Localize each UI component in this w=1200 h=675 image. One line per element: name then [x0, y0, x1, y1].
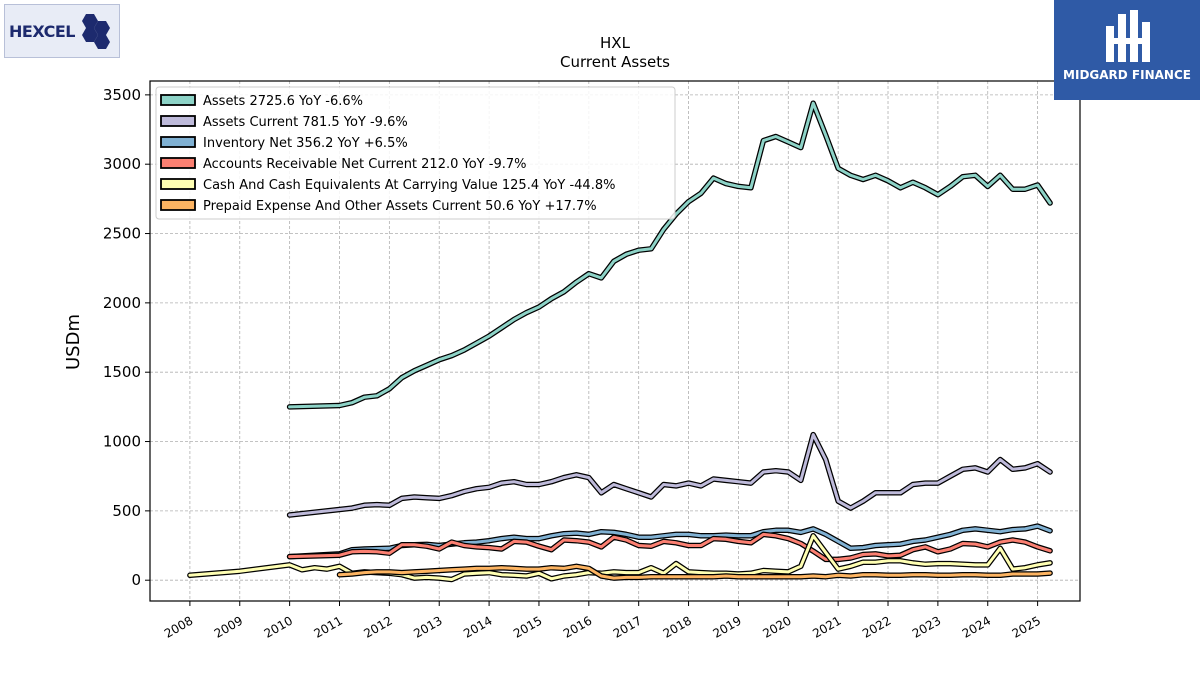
midgard-finance-logo: MIDGARD FINANCE [1054, 0, 1200, 100]
chart-subtitle: Current Assets [560, 53, 670, 71]
legend-swatch-2 [160, 136, 196, 148]
x-tick-label: 2020 [760, 613, 793, 640]
legend-swatch-1 [160, 115, 196, 127]
y-tick-label: 3000 [103, 155, 141, 173]
x-tick-label: 2013 [411, 613, 444, 640]
x-tick-label: 2019 [710, 613, 743, 640]
legend-label-5: Prepaid Expense And Other Assets Current… [203, 199, 597, 214]
legend-swatch-0 [160, 94, 196, 106]
x-tick-label: 2010 [262, 613, 295, 640]
series-line-5 [338, 564, 1052, 580]
hexagon-cluster-icon [82, 14, 110, 49]
legend-label-2: Inventory Net 356.2 YoY +6.5% [203, 136, 408, 151]
series-layer [187, 100, 1053, 583]
x-tick-label: 2012 [361, 613, 394, 640]
x-axis-ticks: 2008 2009 2010 2011 2012 2013 2014 2015 2016 2017… [162, 601, 1043, 641]
y-tick-label: 2000 [103, 294, 141, 312]
x-tick-label: 2018 [661, 613, 694, 640]
hexcel-logo-text: HEXCEL [9, 22, 75, 41]
midgard-emblem-icon [1106, 10, 1150, 62]
x-tick-label: 2025 [1010, 613, 1043, 640]
plot-frame [149, 80, 1081, 602]
chart-title: HXL [600, 34, 631, 52]
hexcel-logo: HEXCEL [4, 4, 120, 58]
x-tick-label: 2011 [312, 613, 345, 640]
y-tick-label: 500 [112, 502, 141, 520]
legend-label-0: Assets 2725.6 YoY -6.6% [203, 94, 363, 109]
legend-label-1: Assets Current 781.5 YoY -9.6% [203, 115, 408, 130]
legend-label-3: Accounts Receivable Net Current 212.0 Yo… [203, 157, 526, 172]
series-line-1 [288, 433, 1052, 517]
legend-box [155, 86, 676, 220]
x-tick-label: 2016 [561, 613, 594, 640]
y-tick-label: 1500 [103, 363, 141, 381]
midgard-logo-text: MIDGARD FINANCE [1063, 68, 1191, 82]
legend: Assets 2725.6 YoY -6.6% Assets Current 78… [155, 86, 676, 220]
x-tick-label: 2023 [910, 613, 943, 640]
y-tick-label: 2500 [103, 225, 141, 243]
x-tick-label: 2024 [960, 613, 993, 640]
series-line-0 [288, 101, 1052, 409]
series-line-3 [288, 532, 1052, 561]
legend-swatch-4 [160, 178, 196, 190]
legend-label-4: Cash And Cash Equivalents At Carrying Va… [203, 178, 615, 193]
x-tick-label: 2014 [461, 613, 494, 640]
legend-swatch-3 [160, 157, 196, 169]
y-tick-label: 1000 [103, 433, 141, 451]
x-tick-label: 2015 [511, 613, 544, 640]
legend-swatch-5 [160, 199, 196, 211]
x-tick-label: 2009 [212, 613, 245, 640]
y-axis-ticks: 0 500 1000 1500 2000 2500 3000 3500 [103, 86, 150, 589]
y-tick-label: 0 [131, 571, 141, 589]
x-tick-label: 2017 [611, 613, 644, 640]
x-tick-label: 2008 [162, 613, 195, 640]
y-tick-label: 3500 [103, 86, 141, 104]
x-tick-label: 2021 [810, 613, 843, 640]
x-tick-label: 2022 [860, 613, 893, 640]
y-axis-label: USDm [63, 314, 84, 370]
series-outline-1 [286, 431, 1053, 518]
